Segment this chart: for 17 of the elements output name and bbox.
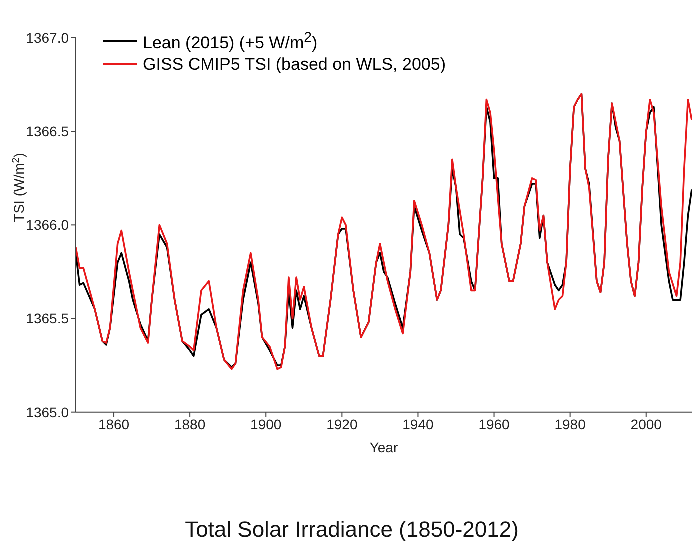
y-tick-label: 1365.0: [26, 404, 70, 420]
x-tick-label: 1980: [554, 416, 586, 432]
y-tick-label: 1366.5: [26, 124, 70, 140]
x-tick-label: 1880: [174, 416, 206, 432]
y-tick-label: 1366.0: [26, 217, 70, 234]
legend-label: GISS CMIP5 TSI (based on WLS, 2005): [143, 54, 446, 75]
x-tick-label: 1860: [98, 416, 130, 432]
x-tick-label: 2000: [630, 416, 662, 432]
x-axis-title: Year: [370, 439, 398, 456]
text: Total Solar Irradiance (1850-2012): [184, 517, 520, 543]
y-tick-label: 1367.0: [26, 30, 70, 46]
y-tick-label: 1365.5: [26, 310, 70, 327]
x-tick-label: 1960: [478, 416, 510, 432]
x-tick-label: 1900: [250, 416, 282, 432]
x-tick-label: 1940: [402, 416, 434, 432]
x-tick-label: 1920: [326, 416, 358, 432]
legend-label: Lean (2015) (+5 W/m$^{2}$): [143, 29, 318, 54]
